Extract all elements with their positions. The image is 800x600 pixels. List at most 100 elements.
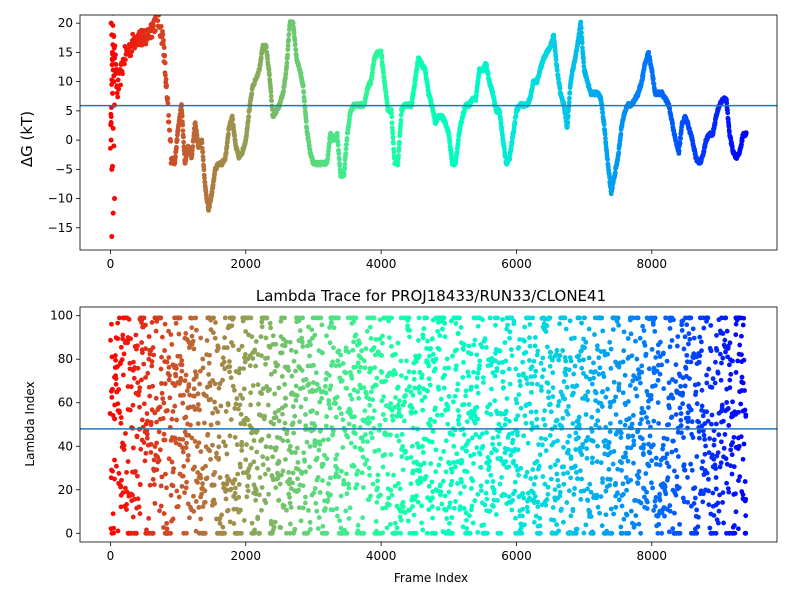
lambda-trace-point	[625, 445, 630, 451]
free-energy-point	[341, 171, 347, 177]
lambda-trace-point	[404, 387, 410, 393]
free-energy-point	[335, 142, 341, 148]
lambda-trace-point	[577, 468, 583, 474]
free-energy-point	[343, 151, 349, 156]
lambda-trace-point	[590, 438, 596, 444]
lambda-trace-point	[273, 341, 279, 347]
lambda-trace-point	[513, 417, 519, 422]
lambda-trace-point	[466, 343, 472, 349]
lambda-trace-point	[240, 396, 246, 401]
lambda-trace-point	[520, 359, 526, 365]
lambda-trace-point	[524, 504, 530, 510]
lambda-trace-point	[117, 315, 122, 321]
lambda-trace-point	[337, 518, 343, 524]
free-energy-point	[388, 106, 394, 112]
free-energy-point	[292, 38, 298, 43]
lambda-trace-point	[482, 336, 488, 342]
lambda-trace-point	[272, 519, 278, 525]
lambda-trace-point	[144, 411, 150, 416]
free-energy-point	[151, 23, 156, 29]
lambda-trace-point	[524, 376, 529, 382]
lambda-trace-point	[565, 411, 571, 417]
free-energy-point	[302, 105, 308, 111]
lambda-trace-point	[333, 401, 339, 406]
lambda-trace-point	[428, 417, 433, 422]
lambda-trace-point	[557, 353, 563, 358]
lambda-trace-point	[428, 461, 434, 466]
lambda-trace-point	[437, 483, 443, 489]
lambda-trace-point	[408, 389, 414, 395]
lambda-trace-point	[254, 449, 260, 455]
lambda-trace-point	[303, 494, 308, 500]
lambda-trace-point	[620, 530, 625, 536]
lambda-trace-point	[259, 436, 265, 442]
lambda-trace-point	[579, 476, 584, 482]
lambda-trace-point	[215, 409, 221, 415]
lambda-trace-point	[466, 402, 472, 407]
lambda-trace-point	[181, 463, 187, 469]
lambda-trace-point	[487, 315, 493, 321]
lambda-trace-point	[323, 423, 329, 429]
lambda-trace-point	[252, 527, 257, 533]
lambda-trace-point	[121, 443, 127, 449]
lambda-trace-point	[324, 333, 329, 339]
lambda-trace-point	[605, 386, 610, 392]
lambda-trace-point	[495, 434, 501, 439]
lambda-trace-point	[159, 390, 165, 396]
free-energy-point	[180, 128, 186, 134]
lambda-trace-point	[366, 465, 372, 471]
lambda-trace-point	[454, 347, 459, 353]
lambda-trace-point	[377, 317, 383, 323]
lambda-trace-point	[360, 454, 366, 460]
lambda-trace-point	[618, 524, 624, 530]
lambda-trace-point	[263, 335, 269, 341]
lambda-trace-point	[158, 315, 164, 321]
lambda-trace-point	[457, 315, 462, 321]
lambda-trace-point	[284, 530, 289, 536]
lambda-trace-point	[548, 350, 554, 355]
lambda-trace-point	[466, 513, 472, 519]
lambda-trace-point	[464, 448, 469, 454]
lambda-trace-point	[601, 374, 607, 380]
free-energy-point	[298, 70, 304, 76]
lambda-trace-point	[215, 420, 221, 426]
lambda-trace-point	[127, 407, 133, 413]
lambda-trace-point	[519, 530, 525, 536]
lambda-trace-point	[522, 413, 528, 419]
lambda-trace-point	[452, 464, 458, 470]
lambda-trace-point	[503, 459, 509, 464]
lambda-trace-point	[397, 398, 402, 404]
lambda-trace-point	[376, 447, 382, 453]
lambda-trace-point	[464, 419, 470, 425]
lambda-trace-point	[120, 490, 126, 496]
lambda-trace-point	[603, 438, 608, 443]
lambda-trace-point	[462, 342, 467, 347]
lambda-trace-point	[568, 456, 574, 461]
free-energy-point	[232, 133, 238, 139]
free-energy-point	[153, 28, 158, 34]
lambda-trace-point	[356, 369, 362, 375]
lambda-trace-point	[539, 502, 545, 508]
lambda-trace-point	[478, 483, 484, 489]
lambda-trace-point	[371, 345, 377, 350]
lambda-trace-point	[544, 380, 550, 385]
lambda-trace-point	[276, 497, 282, 503]
lambda-trace-point	[486, 464, 492, 470]
lambda-trace-point	[416, 353, 422, 359]
lambda-trace-point	[409, 405, 415, 411]
lambda-trace-point	[364, 457, 370, 463]
lambda-trace-point	[424, 315, 430, 321]
lambda-trace-point	[455, 408, 461, 413]
lambda-trace-point	[440, 478, 446, 484]
lambda-trace-point	[290, 420, 296, 426]
lambda-trace-point	[417, 467, 423, 473]
lambda-trace-point	[193, 499, 199, 504]
lambda-trace-point	[581, 488, 587, 494]
lambda-trace-point	[410, 425, 416, 431]
lambda-trace-point	[387, 432, 393, 438]
free-energy-point	[290, 20, 296, 26]
lambda-trace-point	[506, 494, 512, 500]
lambda-trace-point	[539, 442, 545, 448]
free-energy-point	[616, 150, 622, 156]
lambda-trace-point	[600, 389, 606, 394]
